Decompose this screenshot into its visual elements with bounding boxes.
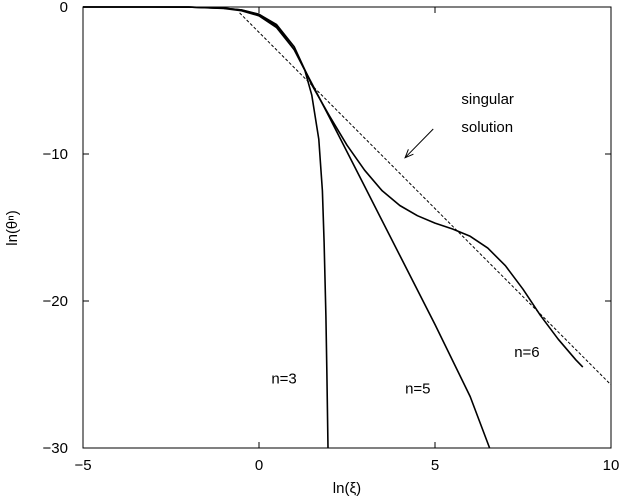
- annotation-label: n=6: [514, 344, 539, 361]
- x-tick-label: 5: [431, 457, 439, 474]
- annotation-label: singular: [461, 91, 514, 108]
- arrow-head: [404, 149, 414, 159]
- annotation-label: solution: [461, 119, 513, 136]
- y-tick-label: −30: [43, 440, 68, 457]
- x-axis-label: ln(ξ): [333, 480, 361, 497]
- annotations: n=3 n=5 n=6 singular solution: [271, 91, 539, 398]
- series-line-3: [239, 12, 612, 386]
- y-tick-label: −10: [43, 146, 68, 163]
- axis-ticks: −5 0 5 10 0 −10 −20 −30: [43, 0, 620, 474]
- arrow-line: [404, 128, 434, 159]
- annotation-label: n=5: [405, 381, 430, 398]
- series-line-2: [83, 6, 584, 368]
- y-tick-label: 0: [60, 0, 68, 16]
- y-tick-label: −20: [43, 293, 68, 310]
- y-axis-label: ln(θⁿ): [4, 210, 21, 245]
- x-tick-label: 0: [255, 457, 263, 474]
- annotation-label: n=3: [271, 370, 296, 387]
- x-tick-label: −5: [74, 457, 91, 474]
- x-tick-label: 10: [603, 457, 620, 474]
- plot-frame: [82, 6, 612, 449]
- data-series: [83, 6, 612, 449]
